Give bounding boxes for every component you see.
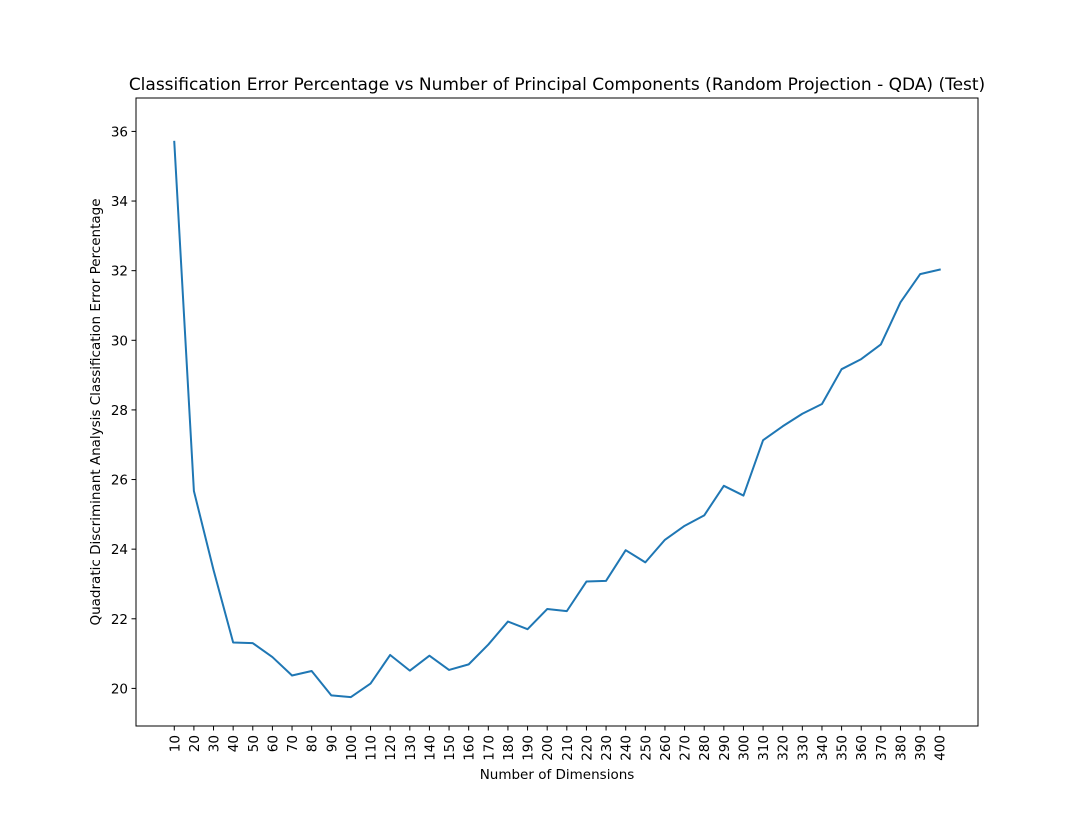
y-tick-label: 28 — [111, 403, 128, 419]
x-tick-label: 130 — [403, 735, 419, 761]
x-tick-label: 150 — [442, 735, 458, 761]
y-tick-label: 20 — [111, 681, 128, 697]
x-tick-label: 310 — [756, 735, 772, 761]
plot-area-frame — [136, 98, 978, 726]
x-tick-label: 260 — [658, 735, 674, 761]
y-axis-ticks: 20 22 24 26 28 30 32 34 36 — [111, 124, 136, 697]
x-tick-label: 40 — [226, 735, 242, 752]
y-axis-label: Quadratic Discriminant Analysis Classifi… — [88, 198, 104, 625]
y-tick-label: 24 — [111, 542, 128, 558]
x-tick-label: 10 — [167, 735, 183, 752]
x-tick-label: 400 — [933, 735, 949, 761]
x-tick-label: 80 — [305, 735, 321, 752]
x-tick-label: 360 — [854, 735, 870, 761]
x-tick-label: 320 — [776, 735, 792, 761]
x-tick-label: 200 — [540, 735, 556, 761]
y-tick-label: 26 — [111, 473, 128, 489]
x-tick-label: 180 — [501, 735, 517, 761]
chart-title: Classification Error Percentage vs Numbe… — [129, 75, 985, 95]
y-tick-label: 22 — [111, 612, 128, 628]
x-tick-label: 280 — [697, 735, 713, 761]
x-tick-label: 190 — [521, 735, 537, 761]
x-tick-label: 250 — [638, 735, 654, 761]
x-tick-label: 50 — [246, 735, 262, 752]
x-tick-label: 350 — [835, 735, 851, 761]
x-tick-label: 170 — [481, 735, 497, 761]
series-line — [174, 142, 939, 697]
x-tick-label: 110 — [364, 735, 380, 761]
x-tick-label: 60 — [265, 735, 281, 752]
x-tick-label: 240 — [619, 735, 635, 761]
y-tick-label: 36 — [111, 124, 128, 140]
y-tick-label: 34 — [111, 194, 128, 210]
x-tick-label: 210 — [560, 735, 576, 761]
x-tick-label: 140 — [422, 735, 438, 761]
x-tick-label: 380 — [893, 735, 909, 761]
x-tick-label: 90 — [324, 735, 340, 752]
x-axis-label: Number of Dimensions — [480, 767, 635, 783]
x-tick-label: 330 — [795, 735, 811, 761]
x-tick-label: 300 — [736, 735, 752, 761]
x-tick-label: 220 — [579, 735, 595, 761]
y-tick-label: 30 — [111, 333, 128, 349]
x-tick-label: 270 — [678, 735, 694, 761]
x-tick-label: 70 — [285, 735, 301, 752]
x-tick-label: 30 — [207, 735, 223, 752]
y-tick-label: 32 — [111, 264, 128, 280]
x-tick-label: 290 — [717, 735, 733, 761]
x-tick-label: 120 — [383, 735, 399, 761]
x-tick-label: 160 — [462, 735, 478, 761]
x-tick-label: 20 — [187, 735, 203, 752]
x-tick-label: 340 — [815, 735, 831, 761]
x-tick-label: 370 — [874, 735, 890, 761]
x-tick-label: 390 — [913, 735, 929, 761]
x-tick-label: 100 — [344, 735, 360, 761]
series-layer — [174, 142, 939, 697]
x-tick-label: 230 — [599, 735, 615, 761]
